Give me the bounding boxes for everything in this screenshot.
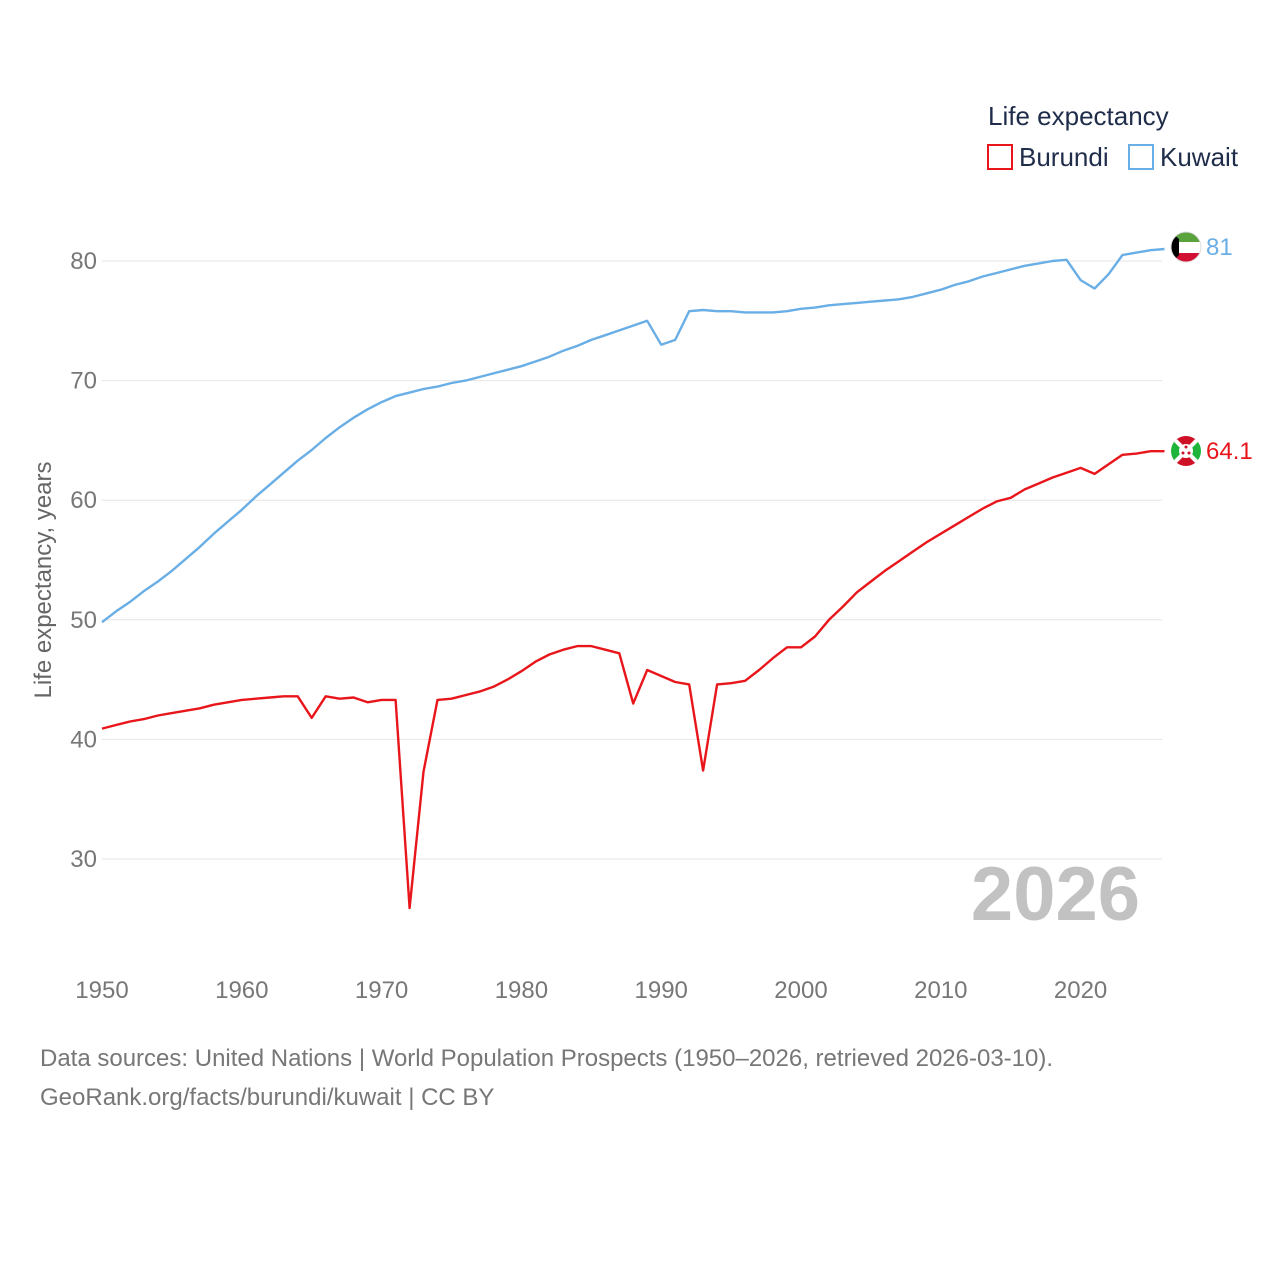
burundi-flag-icon: [1171, 436, 1201, 466]
legend-label-burundi: Burundi: [1019, 142, 1109, 172]
y-tick-label: 50: [70, 607, 97, 634]
legend-label-kuwait: Kuwait: [1160, 142, 1239, 172]
legend-swatch-burundi: [987, 144, 1013, 170]
legend-item-kuwait[interactable]: Kuwait: [1128, 142, 1239, 172]
x-tick-label: 1950: [75, 977, 128, 1004]
y-axis-title: Life expectancy, years: [30, 461, 57, 698]
year-stamp: 2026: [971, 852, 1140, 937]
x-tick-label: 1970: [355, 977, 408, 1004]
footer-attribution[interactable]: GeoRank.org/facts/burundi/kuwait | CC BY: [40, 1084, 495, 1111]
series-line-burundi[interactable]: [101, 450, 1165, 910]
legend-swatch-kuwait: [1128, 144, 1154, 170]
x-tick-label: 2020: [1054, 977, 1107, 1004]
y-tick-label: 40: [70, 726, 97, 753]
x-axis-ticks: 1950 1960 1970 1980 1990 2000 2010 2020: [75, 977, 1107, 1004]
x-tick-label: 2010: [914, 977, 967, 1004]
y-tick-label: 70: [70, 368, 97, 395]
end-label-burundi: 64.1: [1206, 438, 1253, 465]
footer-data-sources: Data sources: United Nations | World Pop…: [40, 1045, 1054, 1072]
series-lines: [101, 247, 1165, 910]
x-tick-label: 1990: [635, 977, 688, 1004]
life-expectancy-chart: 30 40 50 60 70 80 1950 1960 1970 1980 1990 2000 201…: [30, 101, 1253, 1004]
y-tick-label: 30: [70, 846, 97, 873]
gridlines: [102, 260, 1162, 860]
series-line-kuwait[interactable]: [101, 247, 1165, 624]
y-tick-label: 60: [70, 487, 97, 514]
legend-title: Life expectancy: [988, 101, 1169, 131]
x-tick-label: 1980: [495, 977, 548, 1004]
kuwait-flag-icon: [1171, 232, 1201, 262]
x-tick-label: 2000: [774, 977, 827, 1004]
x-tick-label: 1960: [215, 977, 268, 1004]
end-label-kuwait: 81: [1206, 234, 1233, 261]
y-tick-label: 80: [70, 248, 97, 275]
y-axis-ticks: 30 40 50 60 70 80: [70, 248, 97, 873]
legend-item-burundi[interactable]: Burundi: [987, 142, 1109, 172]
